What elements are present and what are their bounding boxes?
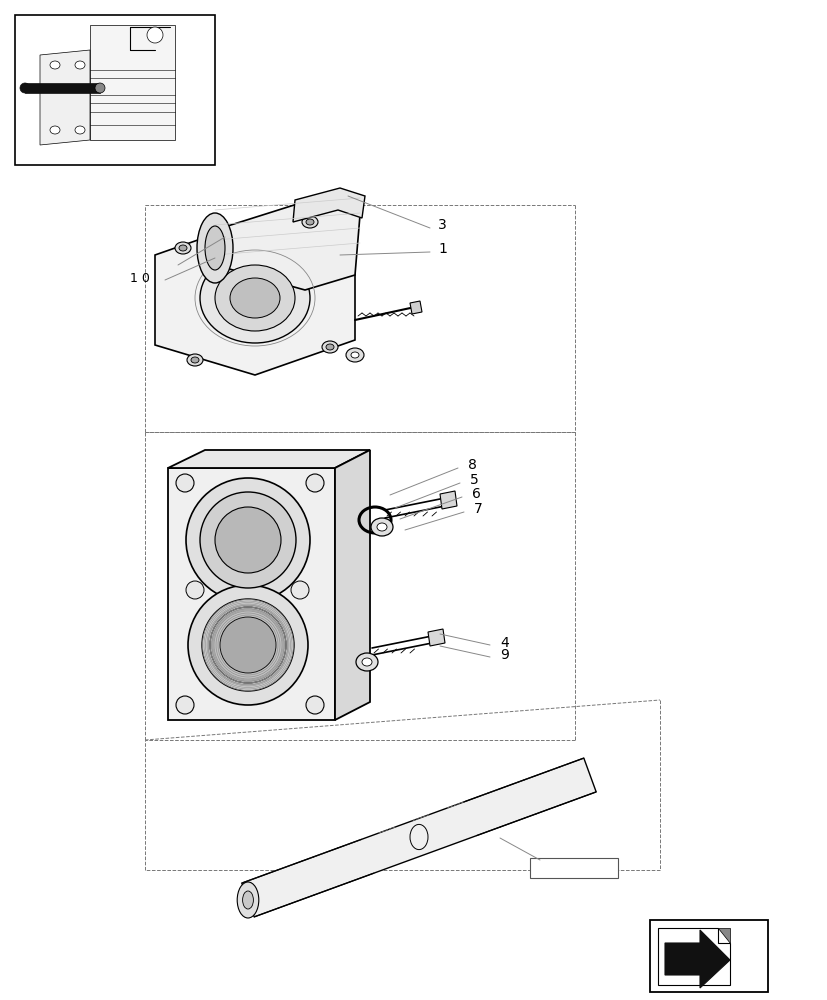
Ellipse shape bbox=[176, 696, 194, 714]
Ellipse shape bbox=[376, 523, 386, 531]
Text: 3: 3 bbox=[437, 218, 447, 232]
Ellipse shape bbox=[326, 344, 333, 350]
Ellipse shape bbox=[356, 653, 378, 671]
Polygon shape bbox=[409, 301, 422, 314]
Bar bbox=[649, 920, 767, 992]
Ellipse shape bbox=[215, 265, 294, 331]
Text: 6: 6 bbox=[471, 487, 480, 501]
Ellipse shape bbox=[186, 478, 309, 602]
Polygon shape bbox=[293, 188, 365, 222]
Ellipse shape bbox=[237, 882, 259, 918]
Ellipse shape bbox=[75, 126, 85, 134]
Polygon shape bbox=[241, 758, 595, 917]
Ellipse shape bbox=[187, 354, 203, 366]
Polygon shape bbox=[664, 930, 729, 988]
Ellipse shape bbox=[174, 242, 191, 254]
Polygon shape bbox=[155, 220, 355, 375]
Text: 2: 2 bbox=[159, 255, 168, 269]
Ellipse shape bbox=[197, 213, 232, 283]
Text: 1 0: 1 0 bbox=[130, 271, 150, 284]
Ellipse shape bbox=[242, 891, 253, 909]
Text: 1: 1 bbox=[437, 242, 447, 256]
Text: 7: 7 bbox=[473, 502, 482, 516]
Ellipse shape bbox=[290, 581, 308, 599]
Ellipse shape bbox=[191, 357, 198, 363]
Ellipse shape bbox=[361, 658, 371, 666]
Ellipse shape bbox=[205, 226, 225, 270]
Text: 8: 8 bbox=[467, 458, 476, 472]
Ellipse shape bbox=[188, 585, 308, 705]
Polygon shape bbox=[657, 928, 729, 985]
Ellipse shape bbox=[50, 126, 60, 134]
Ellipse shape bbox=[20, 83, 30, 93]
Polygon shape bbox=[25, 83, 100, 93]
Ellipse shape bbox=[200, 253, 309, 343]
Polygon shape bbox=[717, 928, 729, 943]
Ellipse shape bbox=[322, 341, 337, 353]
Ellipse shape bbox=[306, 219, 313, 225]
Polygon shape bbox=[439, 491, 457, 509]
Polygon shape bbox=[168, 450, 370, 468]
Bar bbox=[529, 858, 617, 878]
Ellipse shape bbox=[176, 474, 194, 492]
Polygon shape bbox=[428, 629, 444, 646]
Polygon shape bbox=[168, 468, 335, 720]
Ellipse shape bbox=[210, 607, 285, 683]
Ellipse shape bbox=[147, 27, 163, 43]
Ellipse shape bbox=[50, 61, 60, 69]
Ellipse shape bbox=[215, 507, 280, 573]
Polygon shape bbox=[215, 200, 360, 290]
Ellipse shape bbox=[230, 278, 280, 318]
Ellipse shape bbox=[179, 245, 187, 251]
Polygon shape bbox=[40, 50, 90, 145]
Text: PAG.  1: PAG. 1 bbox=[551, 861, 595, 874]
Ellipse shape bbox=[346, 348, 364, 362]
Text: 5: 5 bbox=[470, 473, 478, 487]
Ellipse shape bbox=[95, 83, 105, 93]
Ellipse shape bbox=[351, 352, 359, 358]
Text: 4: 4 bbox=[500, 636, 508, 650]
Ellipse shape bbox=[306, 474, 323, 492]
Ellipse shape bbox=[202, 599, 294, 691]
Polygon shape bbox=[90, 25, 174, 140]
Ellipse shape bbox=[370, 518, 393, 536]
Ellipse shape bbox=[200, 492, 295, 588]
Polygon shape bbox=[335, 450, 370, 720]
Text: 9: 9 bbox=[500, 648, 509, 662]
Ellipse shape bbox=[186, 581, 203, 599]
Ellipse shape bbox=[306, 696, 323, 714]
Ellipse shape bbox=[302, 216, 318, 228]
Bar bbox=[15, 15, 215, 165]
Ellipse shape bbox=[220, 617, 275, 673]
Ellipse shape bbox=[75, 61, 85, 69]
